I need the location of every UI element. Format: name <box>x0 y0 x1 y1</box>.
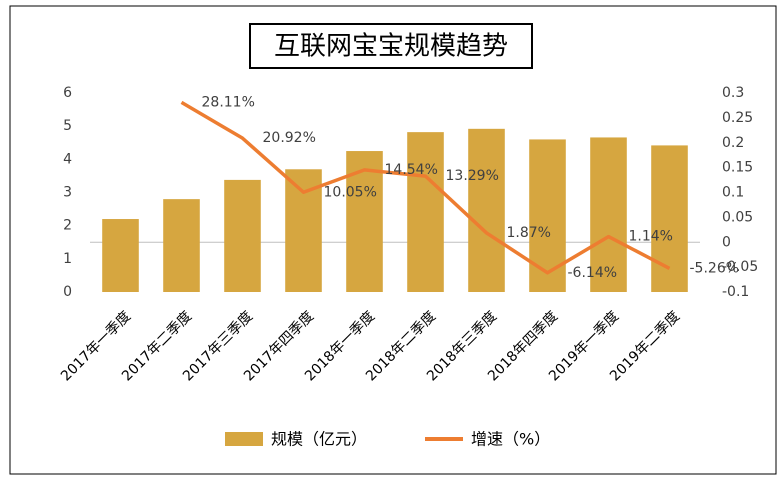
bar <box>590 137 627 292</box>
y-tick-label: 0 <box>63 284 72 300</box>
y2-tick-label: 0 <box>722 234 731 250</box>
y-tick-label: 2 <box>63 218 72 234</box>
data-label: 14.54% <box>385 162 438 178</box>
data-label: 1.14% <box>629 229 673 245</box>
bar <box>163 199 200 292</box>
y2-tick-label: -0.1 <box>722 284 749 300</box>
y2-tick-label: 0.3 <box>722 85 744 101</box>
legend-swatch <box>225 432 263 446</box>
y-tick-label: 1 <box>63 251 72 267</box>
legend-label: 规模（亿元） <box>271 430 367 449</box>
bar <box>407 132 444 292</box>
bar <box>224 179 261 292</box>
data-label: 20.92% <box>263 130 316 146</box>
data-label: 1.87% <box>507 225 551 241</box>
y2-tick-label: 0.25 <box>722 110 753 126</box>
y2-tick-label: -0.05 <box>722 259 758 275</box>
title-box <box>249 23 533 69</box>
data-label: -5.26% <box>690 260 740 276</box>
line <box>180 100 671 275</box>
bar <box>651 145 688 292</box>
bar <box>529 139 566 292</box>
y-tick-label: 3 <box>63 185 72 201</box>
chart-title: 互联网宝宝规模趋势 <box>274 32 508 62</box>
data-label: 13.29% <box>446 168 499 184</box>
y2-tick-label: 0.1 <box>722 185 744 201</box>
data-label: -6.14% <box>568 265 618 281</box>
bar <box>468 128 505 292</box>
bar <box>285 169 322 292</box>
y2-tick-label: 0.15 <box>722 160 753 176</box>
y-tick-label: 6 <box>63 85 72 101</box>
y-tick-label: 5 <box>63 118 72 134</box>
y2-tick-label: 0.05 <box>722 209 753 225</box>
bar <box>102 219 139 292</box>
y-tick-label: 4 <box>63 151 72 167</box>
data-label: 10.05% <box>324 184 377 200</box>
legend-label: 增速（%） <box>471 430 550 449</box>
y2-tick-label: 0.2 <box>722 135 744 151</box>
data-label: 28.11% <box>202 94 255 110</box>
